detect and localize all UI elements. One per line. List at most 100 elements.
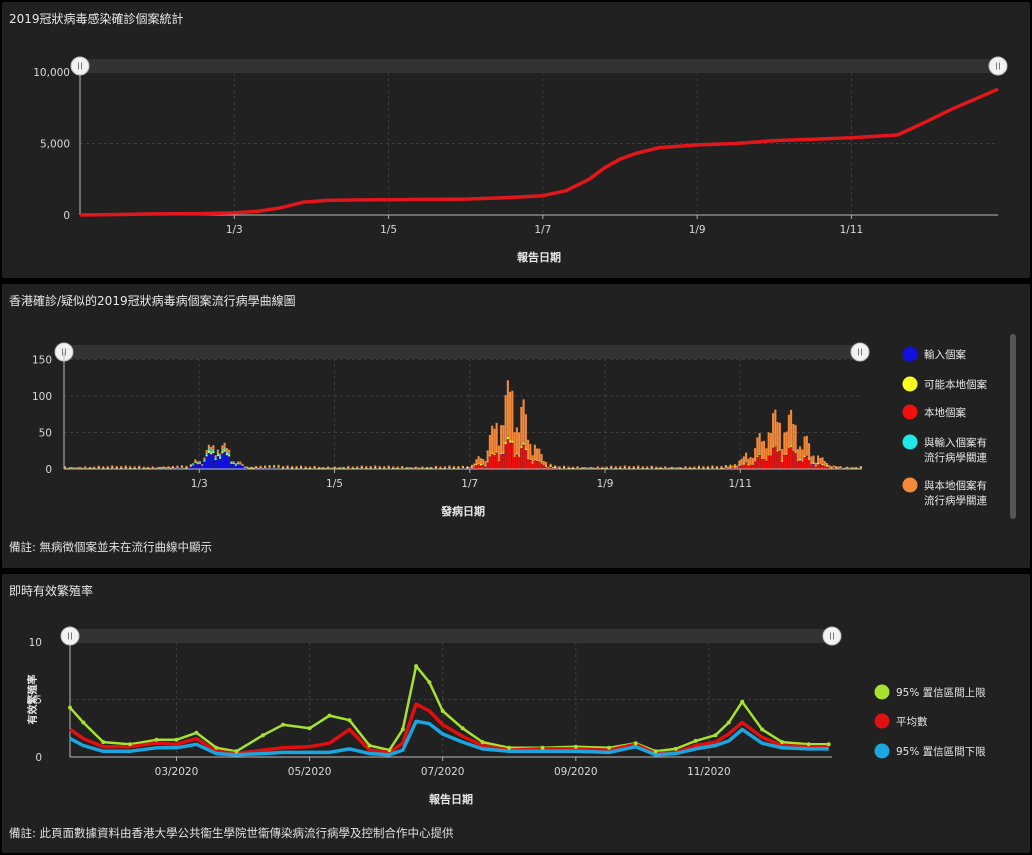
epicurve-bar [421, 466, 424, 468]
epicurve-bar [542, 460, 545, 466]
epicurve-bar [255, 467, 258, 469]
legend-swatch[interactable] [902, 346, 918, 362]
x-tick-label: 03/2020 [155, 766, 199, 778]
rt-chart-svg: 0 5 10 03/2020 05/2020 07/2020 09/2020 11/2020 報… [26, 626, 986, 806]
epicurve-bar [549, 465, 552, 467]
epicurve-bar [767, 455, 770, 469]
epicurve-bar [724, 464, 727, 467]
legend-swatch[interactable] [874, 713, 890, 729]
epicurve-bar [214, 459, 217, 469]
epicurve-bar [264, 467, 267, 469]
epicurve-bar [430, 467, 433, 469]
epicurve-bar [461, 465, 464, 467]
epicurve-bar [545, 466, 548, 469]
epicurve-bar [212, 453, 215, 469]
epicurve-bar [540, 454, 543, 463]
epicurve-bar [479, 458, 482, 464]
epicurve-bar [407, 467, 410, 469]
epicurve-bar [513, 456, 516, 469]
epicurve-bar [470, 466, 473, 468]
zoom-handle-left[interactable] [70, 56, 90, 76]
legend-label: 95% 置信區間下限 [896, 746, 986, 758]
epicurve-bar [828, 467, 831, 469]
epicurve-bar [536, 461, 539, 462]
epicurve-bar [219, 455, 222, 458]
epicurve-bar [504, 444, 507, 469]
epicurve-bar [497, 460, 500, 469]
epicurve-bar [318, 467, 321, 469]
epicurve-bar [805, 455, 808, 457]
legend-swatch[interactable] [902, 376, 918, 392]
epicurve-bar [650, 467, 653, 469]
legend-label: 流行病學關連 [924, 451, 987, 464]
epicurve-bar [785, 431, 788, 454]
epicurve-bar [252, 467, 255, 468]
epicurve-bar [758, 454, 761, 455]
epicurve-bar [396, 467, 399, 469]
rt-upper-point [673, 746, 678, 751]
epicurve-bar [171, 465, 174, 467]
zoom-handle-right[interactable] [850, 342, 870, 362]
epicurve-bar [533, 444, 536, 460]
epicurve-bar [457, 466, 460, 468]
legend-swatch[interactable] [902, 404, 918, 420]
epicurve-bar [405, 466, 408, 468]
epicurve-bar [84, 466, 87, 468]
legend-swatch[interactable] [874, 743, 890, 759]
zoom-handle-left[interactable] [60, 626, 80, 646]
y-tick-label: 100 [32, 391, 52, 403]
epicurve-bar [239, 463, 242, 465]
epicurve-bar [488, 455, 491, 457]
epicurve-bar [237, 463, 240, 465]
epicurve-bar [212, 448, 215, 452]
zoom-handle-right[interactable] [822, 626, 842, 646]
epicurve-bar [205, 449, 208, 453]
epicurve-bar [248, 467, 251, 468]
epicurve-bar [619, 467, 622, 469]
epicurve-bar [93, 467, 96, 469]
epicurve-bar [855, 466, 858, 468]
epicurve-bar [549, 466, 552, 468]
epicurve-bar [601, 467, 604, 469]
epicurve-bar [468, 467, 471, 469]
epicurve-bar [673, 467, 676, 469]
epicurve-bar [277, 464, 280, 467]
epicurve-bar [502, 425, 505, 453]
epicurve-bar [167, 466, 170, 468]
rt-upper-point [154, 737, 159, 742]
epicurve-bar [549, 463, 552, 466]
epicurve-bar [180, 467, 183, 469]
epicurve-bar [378, 467, 381, 469]
epicurve-bar [493, 428, 496, 454]
epicurve-bar [542, 465, 545, 467]
epicurve-bar [365, 467, 368, 469]
epicurve-bar [369, 467, 372, 469]
epicurve-bar [758, 454, 761, 456]
legend-swatch[interactable] [874, 684, 890, 700]
epicurve-bar [572, 467, 575, 469]
legend-swatch[interactable] [902, 434, 918, 450]
epicurve-bar [509, 443, 512, 469]
rt-upper-point [367, 743, 372, 748]
zoom-handle-right[interactable] [988, 56, 1008, 76]
rt-note: 備註: 此頁面數據資料由香港大學公共衞生學院世衞傳染病流行病學及控制合作中心提供 [9, 826, 454, 840]
epicurve-bar [425, 467, 428, 469]
rt-upper-point [726, 720, 731, 725]
legend-swatch[interactable] [902, 477, 918, 493]
epicurve-bar [401, 466, 404, 468]
epicurve-bar [457, 467, 460, 469]
epicurve-bar [212, 451, 215, 454]
epicurve-bar [628, 466, 631, 468]
epicurve-bar [596, 467, 599, 469]
epicurve-bar [410, 467, 413, 469]
epicurve-bar [749, 464, 752, 465]
epicurve-bar [335, 467, 339, 469]
legend-scrollbar[interactable] [1010, 334, 1016, 519]
epicurve-bar [153, 467, 156, 469]
epicurve-bar [295, 466, 298, 468]
epicurve-bar [151, 467, 154, 469]
epicurve-bar [124, 466, 127, 469]
epicurve-bar [486, 450, 489, 462]
rt-upper-point [261, 733, 265, 738]
epicurve-bar [430, 466, 433, 468]
